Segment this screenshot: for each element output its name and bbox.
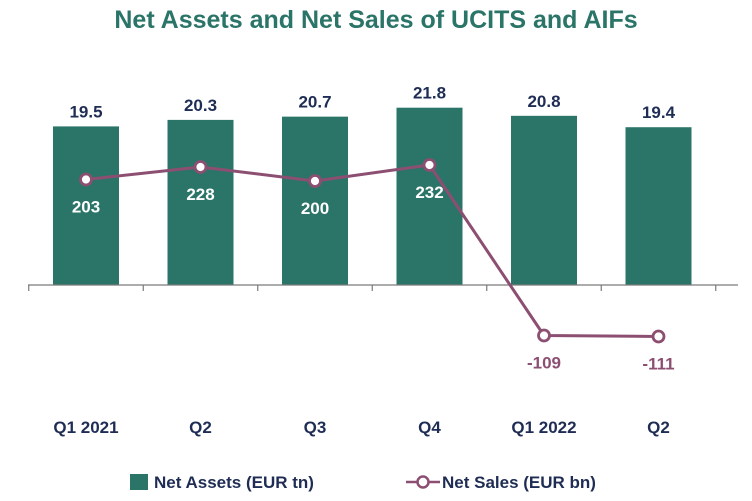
legend-assets-label: Net Assets (EUR tn) <box>154 473 314 492</box>
line-value-label: -111 <box>642 355 674 374</box>
bar-net-assets <box>53 126 119 286</box>
bar-net-assets <box>167 119 234 285</box>
category-label: Q4 <box>418 418 441 437</box>
line-value-label: 200 <box>301 199 329 218</box>
bar-value-label: 19.5 <box>69 102 102 121</box>
bars-layer: 19.5 20.3 20.7 21.8 20.8 19.4 <box>28 84 717 291</box>
line-point-net-sales <box>308 174 322 188</box>
line-point-net-sales <box>651 329 666 344</box>
line-value-label: -109 <box>527 354 561 373</box>
bar-value-label: 20.3 <box>184 96 217 115</box>
bar-value-label: 19.4 <box>642 103 676 122</box>
legend-sales-label: Net Sales (EUR bn) <box>442 473 596 492</box>
bar-value-label: 20.7 <box>298 93 331 112</box>
bar-net-assets <box>625 127 692 285</box>
category-label: Q1 2022 <box>511 418 576 437</box>
bar-value-label: 20.8 <box>527 92 560 111</box>
legend-line-marker <box>416 475 430 489</box>
line-point-net-sales <box>79 172 93 187</box>
category-labels: Q1 2021 Q2 Q3 Q4 Q1 2022 Q2 <box>53 418 669 437</box>
bar-value-label: 21.8 <box>413 84 446 103</box>
line-point-net-sales <box>193 160 208 174</box>
line-value-label: 203 <box>72 198 100 217</box>
line-point-net-sales <box>422 158 437 172</box>
category-label: Q3 <box>304 418 327 437</box>
category-label: Q1 2021 <box>53 418 118 437</box>
bar-net-assets <box>511 115 577 286</box>
chart-title: Net Assets and Net Sales of UCITS and AI… <box>114 6 637 34</box>
line-value-label: 228 <box>186 185 214 204</box>
legend: Net Assets (EUR tn) Net Sales (EUR bn) <box>130 473 596 492</box>
line-point-net-sales <box>537 328 551 343</box>
line-layer: 203 228 200 232 -109 -111 <box>72 158 675 374</box>
category-label: Q2 <box>189 418 212 437</box>
line-net-sales <box>85 163 659 338</box>
category-label: Q2 <box>647 418 670 437</box>
line-value-label: 232 <box>415 183 443 202</box>
bar-net-assets <box>282 116 348 285</box>
legend-bar-swatch <box>130 474 148 490</box>
